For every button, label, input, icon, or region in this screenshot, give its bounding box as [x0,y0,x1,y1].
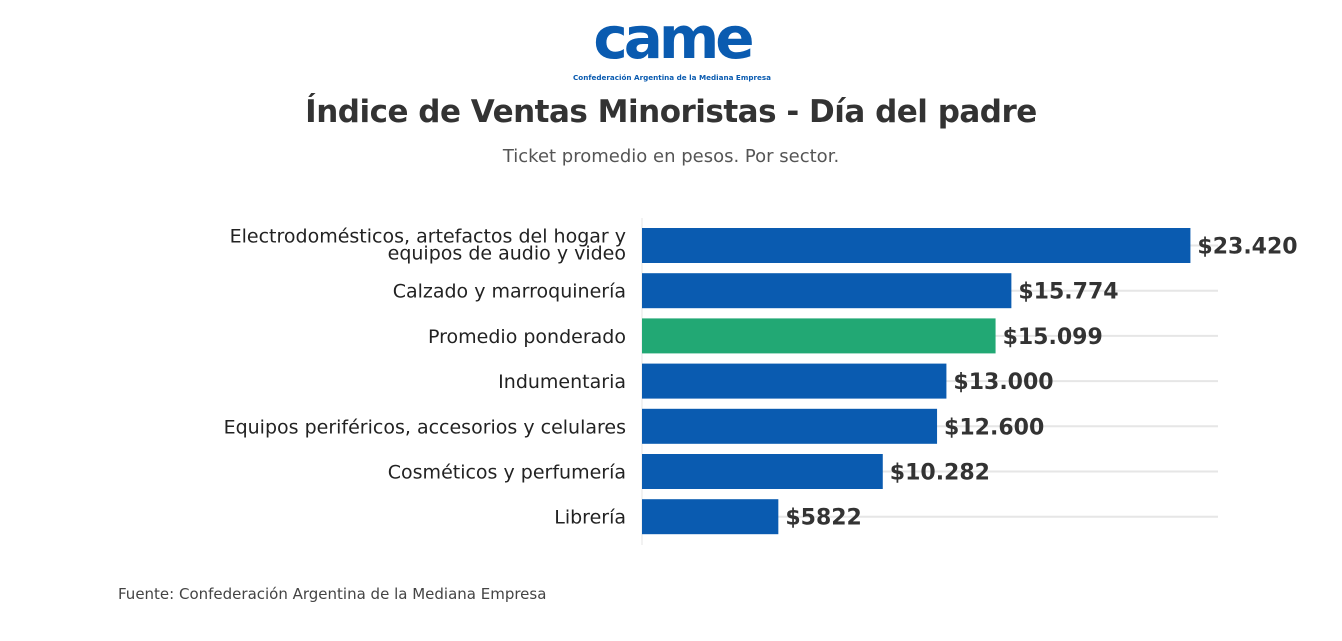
came-logo: came Confederación Argentina de la Media… [573,4,771,82]
bar [642,408,938,444]
category-label: Equipos periféricos, accesorios y celula… [224,416,626,438]
category-label: Cosméticos y perfumería [388,462,626,484]
category-label: Librería [554,507,626,529]
value-label: $15.099 [1003,325,1103,350]
bar [642,499,779,535]
bar [642,454,883,489]
category-label: Indumentaria [498,371,626,393]
logo-tagline: Confederación Argentina de la Mediana Em… [573,73,771,82]
bar [642,228,1191,263]
category-label: Electrodomésticos, artefactos del hogar … [230,226,626,265]
chart-title: Índice de Ventas Minoristas - Día del pa… [305,94,1037,130]
value-label: $23.420 [1197,235,1297,260]
category-label: Calzado y marroquinería [393,281,626,303]
value-label: $15.774 [1018,280,1118,305]
value-label: $10.282 [890,461,990,486]
category-label: Promedio ponderado [428,326,626,348]
bar [642,318,996,354]
bar [642,363,947,399]
source-note: Fuente: Confederación Argentina de la Me… [118,585,547,603]
value-label: $13.000 [953,370,1053,395]
value-label: $12.600 [944,415,1044,440]
value-label: $5822 [785,506,862,531]
logo-wordmark: came [593,4,752,72]
bar [642,273,1012,309]
chart-subtitle: Ticket promedio en pesos. Por sector. [502,146,840,167]
bar-chart: Electrodomésticos, artefactos del hogar … [224,218,1298,545]
